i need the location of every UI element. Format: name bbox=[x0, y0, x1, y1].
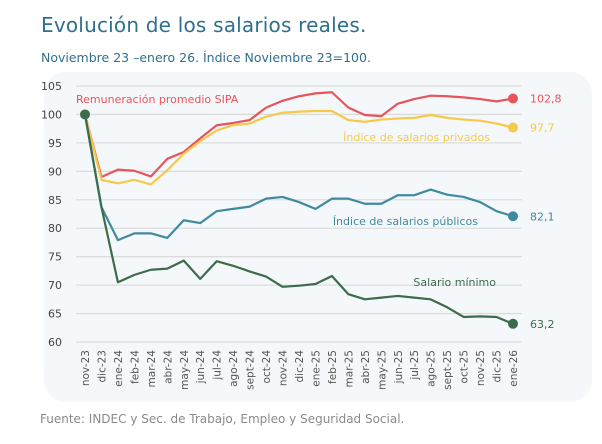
end-point-marker bbox=[508, 318, 518, 329]
y-tick-label: 70 bbox=[48, 279, 62, 292]
x-tick-label: jul-24 bbox=[212, 350, 224, 381]
x-tick-label: ene-26 bbox=[508, 350, 520, 387]
y-tick-label: 85 bbox=[48, 194, 62, 207]
series-line bbox=[83, 91, 514, 179]
x-tick-label: ene-25 bbox=[310, 350, 322, 387]
x-tick-label: ago-25 bbox=[426, 350, 438, 387]
series-name-label: Índice de salarios públicos bbox=[333, 215, 478, 228]
chart-title: Evolución de los salarios reales. bbox=[41, 13, 367, 37]
end-value-label: 82,1 bbox=[530, 210, 555, 223]
chart-panel bbox=[44, 72, 592, 402]
x-tick-label: may-25 bbox=[376, 350, 388, 390]
end-point-marker bbox=[508, 93, 518, 104]
y-tick-label: 75 bbox=[48, 251, 62, 264]
end-point-marker bbox=[508, 211, 518, 222]
x-tick-label: oct-25 bbox=[459, 350, 471, 383]
x-tick-label: jul-25 bbox=[409, 350, 421, 381]
end-value-label: 63,2 bbox=[530, 318, 555, 331]
series-name-label: Índice de salarios privados bbox=[343, 131, 490, 144]
x-tick-label: mar-25 bbox=[343, 350, 355, 387]
series-line bbox=[83, 109, 514, 186]
y-tick-label: 60 bbox=[48, 336, 62, 349]
x-tick-label: abr-25 bbox=[360, 350, 372, 384]
chart-subtitle: Noviembre 23 –enero 26. Índice Noviembre… bbox=[41, 50, 371, 65]
source-note: Fuente: INDEC y Sec. de Trabajo, Empleo … bbox=[40, 412, 405, 426]
start-point-marker bbox=[80, 109, 90, 120]
x-tick-label: sept-24 bbox=[245, 350, 257, 390]
x-tick-label: jun-24 bbox=[195, 350, 207, 385]
end-value-label: 102,8 bbox=[530, 93, 562, 106]
y-tick-label: 100 bbox=[41, 108, 62, 121]
x-tick-label: dic-24 bbox=[294, 350, 306, 383]
x-tick-label: abr-24 bbox=[162, 350, 174, 384]
y-tick-label: 80 bbox=[48, 222, 62, 235]
x-tick-label: sept-25 bbox=[442, 350, 454, 390]
series-name-label: Salario mínimo bbox=[413, 276, 496, 289]
x-tick-label: ago-24 bbox=[228, 350, 240, 387]
x-tick-label: nov-25 bbox=[475, 350, 487, 386]
end-value-label: 97,7 bbox=[530, 122, 555, 135]
x-tick-label: mar-24 bbox=[146, 350, 158, 388]
x-tick-label: feb-24 bbox=[129, 350, 141, 384]
x-tick-label: feb-25 bbox=[327, 350, 339, 384]
x-tick-label: may-24 bbox=[179, 350, 191, 390]
x-tick-label: jun-25 bbox=[393, 350, 405, 384]
series-line bbox=[83, 114, 514, 242]
series-name-label: Remuneración promedio SIPA bbox=[76, 93, 239, 106]
x-tick-label: dic-23 bbox=[96, 350, 108, 383]
x-tick-label: nov-24 bbox=[278, 350, 290, 386]
x-tick-label: dic-25 bbox=[492, 350, 504, 383]
series-line bbox=[83, 114, 514, 325]
x-tick-label: ene-24 bbox=[113, 350, 125, 387]
y-tick-label: 65 bbox=[48, 308, 62, 321]
end-point-marker bbox=[508, 122, 518, 133]
y-tick-label: 90 bbox=[48, 165, 62, 178]
x-tick-label: oct-24 bbox=[261, 350, 273, 384]
y-tick-label: 105 bbox=[41, 80, 62, 93]
y-tick-label: 95 bbox=[48, 137, 62, 150]
x-tick-label: nov-23 bbox=[80, 350, 92, 386]
